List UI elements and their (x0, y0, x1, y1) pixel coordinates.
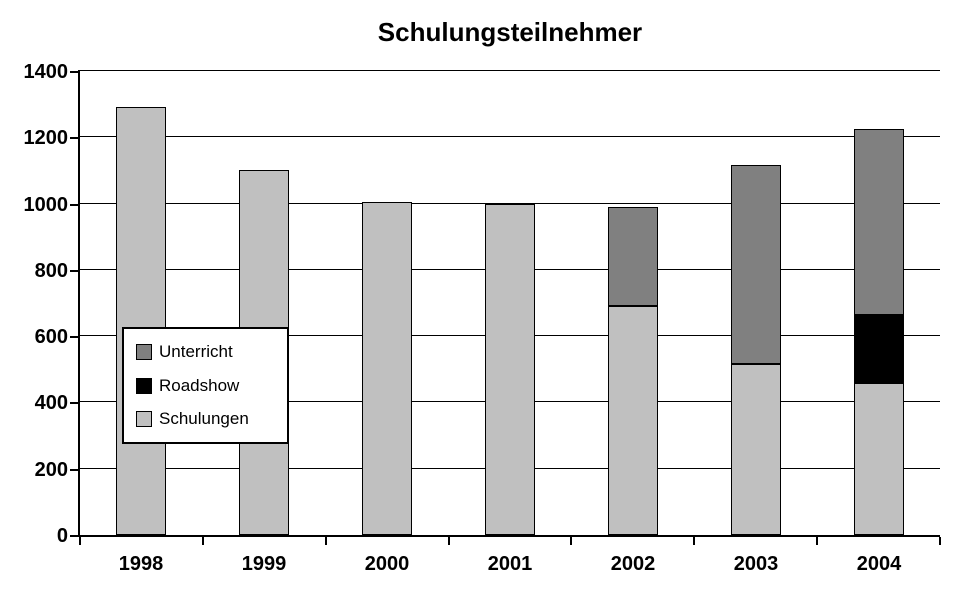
x-tick-label: 2002 (610, 553, 656, 575)
x-tick (939, 537, 941, 545)
y-tick (70, 469, 78, 471)
y-tick-label: 1000 (23, 194, 69, 216)
bar-segment-schulungen (854, 383, 904, 535)
y-tick (70, 204, 78, 206)
x-tick-label: 2001 (487, 553, 533, 575)
bar-segment-schulungen (362, 202, 412, 535)
y-tick-label: 200 (34, 459, 68, 481)
x-tick (570, 537, 572, 545)
legend: Unterricht Roadshow Schulungen (122, 327, 289, 444)
x-tick (693, 537, 695, 545)
x-tick (325, 537, 327, 545)
y-tick (70, 535, 78, 537)
bar-segment-schulungen (608, 306, 658, 535)
bar-segment-unterricht (608, 207, 658, 306)
y-tick-label: 400 (34, 392, 68, 414)
gridline (80, 70, 940, 71)
chart-title: Schulungsteilnehmer (377, 17, 643, 47)
y-tick-label: 1200 (23, 127, 69, 149)
gridline (80, 203, 940, 204)
legend-item: Unterricht (136, 342, 287, 362)
x-tick-label: 1998 (118, 553, 164, 575)
legend-item: Roadshow (136, 376, 287, 396)
x-tick (202, 537, 204, 545)
y-axis-line (78, 70, 80, 537)
gridline (80, 136, 940, 137)
y-tick-label: 1400 (23, 61, 69, 83)
bar-segment-unterricht (731, 165, 781, 364)
x-tick (448, 537, 450, 545)
y-tick-label: 600 (34, 326, 68, 348)
x-axis-line (78, 535, 940, 537)
x-tick (79, 537, 81, 545)
legend-swatch-icon (136, 377, 152, 394)
y-tick (70, 71, 78, 73)
bar-segment-unterricht (854, 129, 904, 315)
y-tick-label: 0 (56, 525, 68, 547)
y-tick (70, 270, 78, 272)
legend-label: Schulungen (159, 408, 249, 428)
y-tick (70, 137, 78, 139)
legend-swatch-icon (136, 410, 152, 427)
y-tick-label: 800 (34, 260, 68, 282)
y-tick (70, 402, 78, 404)
bar-segment-schulungen (731, 364, 781, 535)
x-tick-label: 1999 (241, 553, 287, 575)
bar-segment-schulungen (485, 204, 535, 535)
x-tick-label: 2004 (856, 553, 902, 575)
x-tick (816, 537, 818, 545)
x-tick-label: 2000 (364, 553, 410, 575)
legend-label: Roadshow (159, 375, 240, 395)
x-tick-label: 2003 (733, 553, 779, 575)
bar-segment-schulungen (116, 107, 166, 535)
legend-label: Unterricht (159, 342, 233, 362)
legend-item: Schulungen (136, 409, 287, 429)
legend-swatch-icon (136, 344, 152, 361)
bar-segment-roadshow (854, 315, 904, 383)
y-tick (70, 336, 78, 338)
